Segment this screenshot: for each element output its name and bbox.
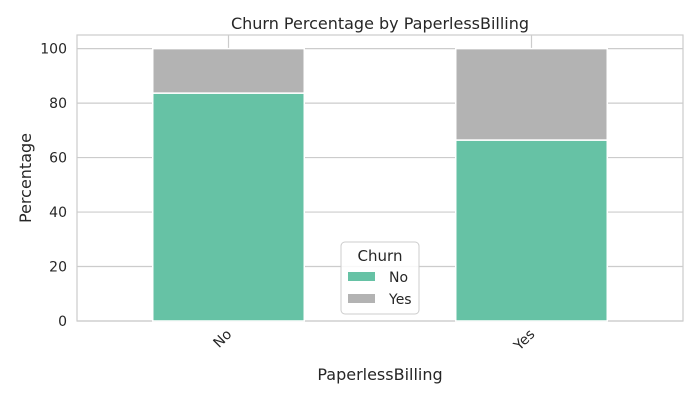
bar-no-churn-yes (152, 47, 305, 94)
y-tick-label: 40 (49, 205, 67, 221)
bar-yes-churn-no (455, 139, 608, 322)
x-tick-label: No (211, 327, 236, 352)
legend-label-yes: Yes (388, 292, 412, 308)
y-tick-label: 0 (58, 314, 67, 330)
legend-swatch-yes (348, 294, 375, 303)
x-tick-labels: No Yes (211, 327, 539, 355)
legend: Churn No Yes (340, 241, 420, 315)
legend-swatch-no (348, 272, 375, 281)
y-axis-label: Percentage (16, 133, 35, 223)
x-tick-label: Yes (510, 327, 538, 355)
y-tick-label: 20 (49, 260, 67, 276)
bars-layer (152, 47, 608, 322)
plot-area-frame (76, 34, 684, 322)
y-tick-labels: 0 20 40 60 80 100 (40, 42, 67, 330)
y-tick-label: 100 (40, 42, 67, 58)
x-axis-label: PaperlessBilling (317, 365, 442, 384)
legend-title: Churn (358, 247, 403, 265)
chart-title: Churn Percentage by PaperlessBilling (231, 14, 529, 33)
bar-no-churn-no (152, 92, 305, 322)
legend-label-no: No (389, 270, 408, 286)
y-tick-label: 60 (49, 151, 67, 167)
bar-yes-churn-yes (455, 47, 608, 141)
y-tick-label: 80 (49, 96, 67, 112)
